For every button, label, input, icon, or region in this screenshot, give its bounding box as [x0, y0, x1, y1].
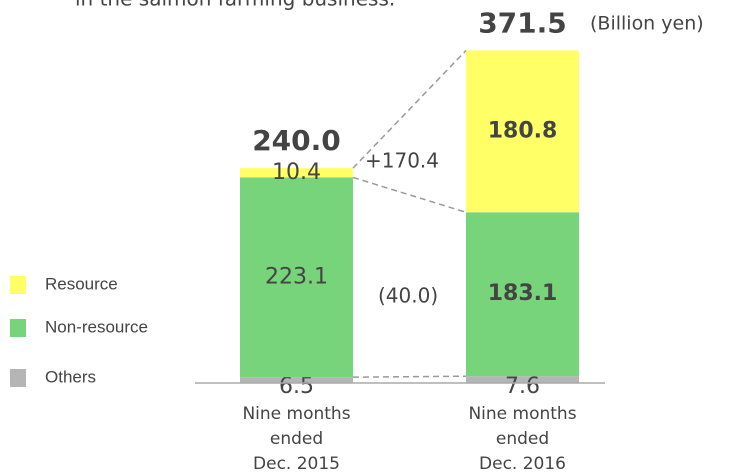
unit-label: (Billion yen) [590, 13, 704, 35]
value-label: 10.4 [272, 160, 321, 185]
subtitle: in the salmon farming business. [75, 0, 395, 11]
legend-swatch [10, 369, 26, 387]
connector [352, 49, 467, 169]
x-tick-label: Nine months [468, 404, 576, 424]
value-label: 223.1 [265, 264, 328, 289]
x-tick-label: Dec. 2016 [479, 454, 566, 474]
total-label: 371.5 [478, 6, 567, 39]
x-tick-label: ended [496, 429, 549, 449]
legend-swatch [10, 319, 26, 337]
legend-swatch [10, 276, 26, 294]
total-label: 240.0 [252, 124, 341, 157]
bar-segment [466, 376, 579, 383]
bar-segment [466, 50, 579, 213]
bar-segment [240, 177, 353, 378]
value-label: 180.8 [488, 118, 558, 143]
value-label: 7.6 [505, 374, 540, 399]
annotation: +170.4 [365, 149, 439, 173]
bar-segment [240, 168, 353, 178]
legend-label: Others [45, 367, 96, 386]
x-tick-label: ended [270, 429, 323, 449]
value-label: 183.1 [488, 281, 558, 306]
connector [352, 176, 467, 213]
x-tick-label: Nine months [242, 404, 350, 424]
bar-segment [466, 212, 579, 377]
x-tick-label: Dec. 2015 [253, 454, 340, 474]
bar-segment [240, 377, 353, 383]
value-label: 6.5 [279, 374, 314, 399]
legend-label: Resource [45, 274, 118, 293]
connector [352, 375, 467, 378]
annotation: (40.0) [378, 284, 438, 308]
legend-label: Non-resource [45, 317, 148, 336]
